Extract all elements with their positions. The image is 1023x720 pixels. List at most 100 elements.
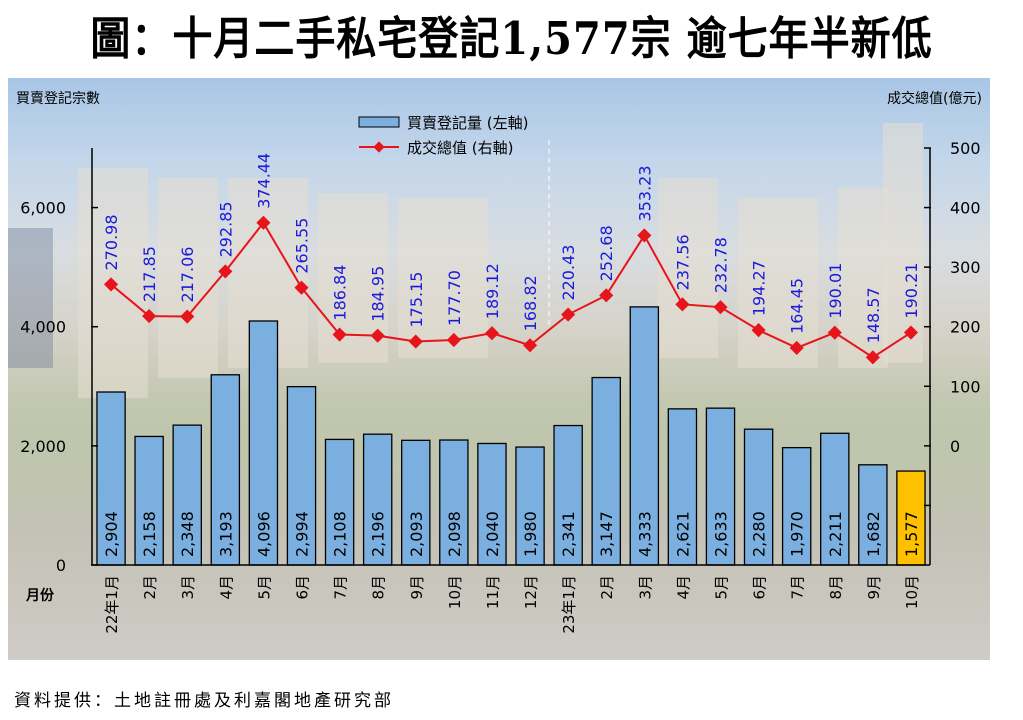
x-tick-label: 10月 — [903, 575, 921, 609]
legend-bar-swatch — [358, 116, 400, 128]
bar — [629, 306, 660, 566]
bar — [781, 446, 812, 566]
line-value-label: 220.43 — [559, 245, 578, 301]
left-axis-tick-label: 2,000 — [20, 437, 66, 456]
line-marker — [903, 325, 919, 340]
bar-value-label: 2,280 — [750, 511, 769, 557]
x-tick-label: 5月 — [713, 575, 731, 600]
bar-value-label: 2,093 — [407, 511, 426, 557]
line-value-label: 194.27 — [750, 260, 769, 316]
left-axis-tick-label: 4,000 — [20, 318, 66, 337]
line-marker — [142, 309, 157, 324]
x-tick-label: 8月 — [370, 575, 388, 600]
line-value-label: 374.44 — [254, 153, 273, 209]
line-marker — [408, 334, 423, 349]
bar — [210, 374, 241, 566]
background-building — [838, 188, 888, 368]
x-axis-title: 月份 — [25, 587, 55, 604]
line-marker — [103, 277, 119, 292]
line-marker — [751, 323, 766, 338]
line-marker — [713, 300, 728, 315]
line-value-label: 168.82 — [521, 275, 540, 331]
bar-value-label: 2,994 — [293, 511, 312, 557]
line-marker — [827, 325, 842, 340]
x-tick-label: 4月 — [217, 575, 235, 600]
bar — [134, 435, 164, 566]
line-value-label: 217.06 — [178, 247, 197, 303]
x-tick-label: 5月 — [255, 575, 273, 600]
bar-value-label: 1,970 — [788, 511, 807, 557]
line-value-label: 265.55 — [293, 218, 312, 274]
bar-value-label: 4,333 — [635, 511, 654, 557]
line-value-label: 232.78 — [712, 237, 731, 293]
bar — [477, 442, 507, 566]
bar-value-label: 3,147 — [597, 511, 616, 557]
chart-panel — [8, 78, 990, 660]
line-value-label: 148.57 — [864, 287, 883, 343]
bar — [401, 439, 431, 566]
x-tick-label: 22年1月 — [103, 575, 121, 634]
bar-value-label: 1,682 — [864, 511, 883, 557]
right-axis-tick-label: 500 — [950, 139, 981, 158]
bar — [591, 376, 621, 566]
line-marker — [561, 307, 576, 322]
x-tick-label: 8月 — [827, 575, 845, 600]
x-tick-label: 2月 — [598, 575, 616, 600]
line-marker — [484, 326, 500, 341]
bar — [248, 320, 279, 566]
bar-value-label: 2,158 — [140, 511, 159, 557]
line-value-label: 177.70 — [445, 270, 464, 326]
x-tick-label: 9月 — [865, 575, 883, 600]
bar-value-label: 2,196 — [369, 511, 388, 557]
background-building — [158, 178, 218, 378]
bar-value-label: 2,098 — [445, 511, 464, 557]
line-marker — [446, 332, 461, 348]
line-value-label: 353.23 — [635, 165, 654, 221]
x-tick-label: 23年1月 — [560, 575, 578, 634]
bar — [286, 385, 317, 566]
bar-value-label: 2,040 — [483, 511, 502, 557]
legend-line-label: 成交總值 (右軸) — [407, 139, 513, 157]
x-tick-label: 6月 — [294, 575, 312, 600]
bar — [667, 408, 698, 566]
left-axis-tick-label: 0 — [56, 556, 66, 575]
x-tick-label: 6月 — [751, 575, 769, 600]
x-tick-label: 2月 — [141, 575, 159, 600]
legend: 買賣登記量 (左軸) 成交總值 (右軸) — [358, 114, 528, 157]
line-value-label: 292.85 — [216, 201, 235, 257]
right-axis-tick-label: 300 — [950, 258, 981, 277]
line-value-label: 175.15 — [407, 272, 426, 328]
line-marker — [637, 228, 652, 243]
line-value-label: 164.45 — [788, 278, 807, 334]
line-marker — [332, 327, 347, 342]
bar — [553, 424, 583, 566]
background-building — [398, 198, 488, 358]
source-note: 資料提供：土地註冊處及利嘉閣地產研究部 — [14, 691, 394, 711]
right-axis-tick-label: 200 — [950, 318, 981, 337]
line-value-label: 190.01 — [826, 263, 845, 319]
bar — [820, 432, 850, 566]
line-value-label: 184.95 — [369, 266, 388, 322]
bar-value-label: 1,980 — [521, 511, 540, 557]
line-marker — [180, 309, 195, 324]
bar — [515, 446, 545, 566]
x-tick-label: 9月 — [408, 575, 426, 600]
left-axis-title: 買賣登記宗數 — [16, 90, 100, 107]
bar — [362, 433, 393, 566]
page-title: 圖：十月二手私宅登記1,577宗 逾七年半新低 — [90, 12, 933, 66]
right-axis-tick-label: 100 — [950, 377, 981, 396]
legend-bar-label: 買賣登記量 (左軸) — [407, 114, 528, 132]
line-value-label: 189.12 — [483, 263, 502, 319]
bar-value-label: 2,341 — [559, 511, 578, 557]
line-marker — [865, 350, 880, 365]
x-tick-label: 7月 — [332, 575, 350, 600]
line-value-label: 252.68 — [597, 225, 616, 281]
background-building — [883, 123, 923, 363]
line-path — [110, 221, 912, 359]
x-tick-label: 11月 — [484, 575, 502, 609]
right-axis-title: 成交總值(億元) — [887, 90, 982, 107]
x-tick-label: 10月 — [446, 575, 464, 609]
x-tick-label: 3月 — [179, 575, 197, 600]
bar-value-label: 2,904 — [102, 511, 121, 557]
line-value-label: 270.98 — [102, 214, 121, 270]
